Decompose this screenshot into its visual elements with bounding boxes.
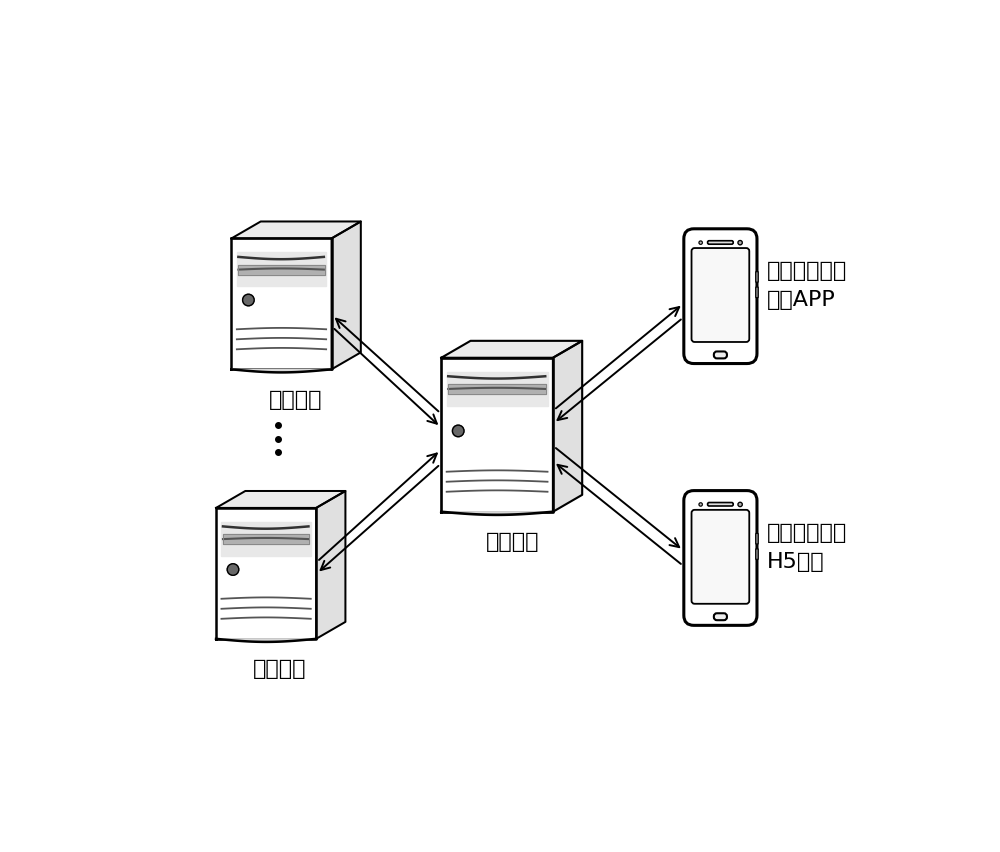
Polygon shape xyxy=(332,222,361,370)
Text: 关联系统: 关联系统 xyxy=(269,389,322,409)
Text: 进件系统: 进件系统 xyxy=(486,532,539,551)
FancyBboxPatch shape xyxy=(756,272,758,283)
FancyBboxPatch shape xyxy=(714,613,727,620)
Circle shape xyxy=(227,564,239,576)
Polygon shape xyxy=(231,370,332,373)
Circle shape xyxy=(452,426,464,437)
Polygon shape xyxy=(231,239,332,370)
Polygon shape xyxy=(237,253,326,287)
Text: 关联系统: 关联系统 xyxy=(253,659,307,678)
Polygon shape xyxy=(316,492,345,639)
Polygon shape xyxy=(216,639,316,642)
Circle shape xyxy=(738,241,742,245)
FancyBboxPatch shape xyxy=(756,549,758,560)
FancyBboxPatch shape xyxy=(692,249,749,343)
FancyBboxPatch shape xyxy=(708,241,733,245)
Polygon shape xyxy=(238,265,325,275)
FancyBboxPatch shape xyxy=(756,533,758,544)
Polygon shape xyxy=(553,342,582,512)
Polygon shape xyxy=(447,372,548,406)
Circle shape xyxy=(699,242,702,245)
Polygon shape xyxy=(441,359,553,512)
Polygon shape xyxy=(441,512,553,515)
FancyBboxPatch shape xyxy=(684,491,757,625)
FancyBboxPatch shape xyxy=(692,510,749,604)
FancyBboxPatch shape xyxy=(714,352,727,359)
FancyBboxPatch shape xyxy=(684,229,757,364)
Text: 用户终端上的
宿主APP: 用户终端上的 宿主APP xyxy=(767,261,847,310)
Circle shape xyxy=(699,504,702,507)
Polygon shape xyxy=(216,492,345,509)
Polygon shape xyxy=(231,222,361,239)
FancyBboxPatch shape xyxy=(756,288,758,298)
FancyBboxPatch shape xyxy=(708,503,733,506)
Polygon shape xyxy=(441,342,582,359)
Polygon shape xyxy=(448,384,546,394)
Text: 用户终端上的
H5页面: 用户终端上的 H5页面 xyxy=(767,522,847,572)
Polygon shape xyxy=(221,522,311,556)
Polygon shape xyxy=(223,534,309,544)
Circle shape xyxy=(738,503,742,507)
Circle shape xyxy=(243,295,254,307)
Polygon shape xyxy=(216,509,316,639)
